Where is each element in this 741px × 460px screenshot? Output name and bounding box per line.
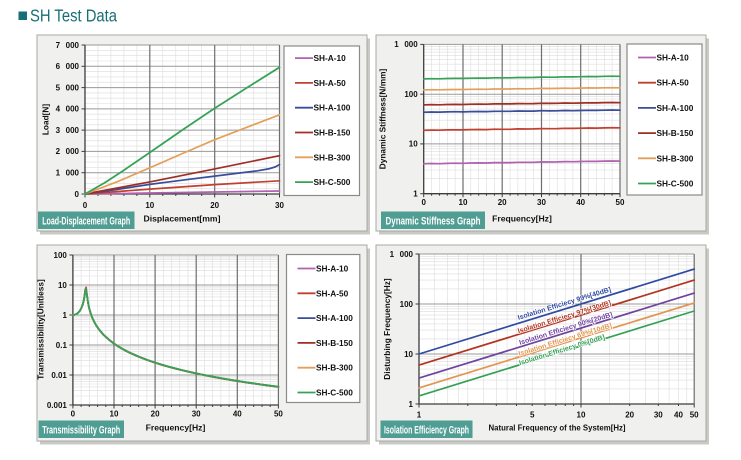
svg-text:Disturbing Frequency[Hz]: Disturbing Frequency[Hz] — [382, 278, 392, 380]
svg-text:0: 0 — [421, 198, 426, 207]
svg-text:30: 30 — [654, 410, 663, 419]
svg-text:Load[N]: Load[N] — [40, 104, 50, 136]
svg-text:5 000: 5 000 — [56, 83, 80, 92]
svg-text:SH-A-10: SH-A-10 — [314, 53, 347, 63]
svg-text:SH-B-150: SH-B-150 — [316, 338, 353, 348]
svg-text:Natural Frequency of the Syste: Natural Frequency of the System[Hz] — [489, 423, 626, 433]
svg-text:0: 0 — [75, 190, 80, 199]
svg-text:3 000: 3 000 — [56, 126, 80, 135]
svg-text:0.1: 0.1 — [56, 341, 68, 350]
svg-text:10: 10 — [58, 281, 67, 290]
svg-text:0.001: 0.001 — [47, 401, 68, 410]
svg-text:1: 1 — [417, 410, 422, 419]
svg-text:7 000: 7 000 — [56, 41, 80, 50]
svg-text:4 000: 4 000 — [56, 105, 80, 114]
svg-text:1: 1 — [62, 311, 67, 320]
svg-text:SH-A-100: SH-A-100 — [314, 103, 351, 113]
svg-text:50: 50 — [274, 410, 283, 419]
svg-text:10: 10 — [110, 410, 119, 419]
svg-text:1: 1 — [409, 400, 414, 409]
svg-text:0: 0 — [71, 410, 76, 419]
svg-text:30: 30 — [192, 410, 201, 419]
svg-text:1 000: 1 000 — [390, 250, 414, 259]
svg-text:Frequency[Hz]: Frequency[Hz] — [146, 423, 206, 433]
svg-text:20: 20 — [151, 410, 160, 419]
svg-text:100: 100 — [54, 251, 68, 260]
svg-text:Isolation Efficiency Graph: Isolation Efficiency Graph — [384, 424, 469, 436]
svg-text:5: 5 — [530, 410, 535, 419]
svg-text:100: 100 — [400, 300, 414, 309]
svg-text:SH-B-150: SH-B-150 — [314, 128, 351, 138]
svg-text:1 000: 1 000 — [56, 169, 80, 178]
svg-text:SH-A-100: SH-A-100 — [657, 103, 694, 113]
svg-text:SH-B-150: SH-B-150 — [657, 128, 694, 138]
svg-text:SH-B-300: SH-B-300 — [316, 363, 353, 373]
svg-text:6 000: 6 000 — [56, 62, 80, 71]
svg-text:SH-A-50: SH-A-50 — [316, 288, 349, 298]
svg-text:10: 10 — [145, 201, 154, 210]
svg-text:10: 10 — [404, 350, 413, 359]
svg-text:30: 30 — [275, 201, 284, 210]
svg-text:SH-B-300: SH-B-300 — [657, 153, 694, 163]
svg-text:10: 10 — [409, 140, 418, 149]
svg-text:Dynamic Stiffness Graph: Dynamic Stiffness Graph — [386, 215, 481, 227]
svg-text:20: 20 — [210, 201, 219, 210]
svg-text:SH-A-10: SH-A-10 — [316, 264, 349, 274]
svg-text:SH-C-500: SH-C-500 — [314, 177, 351, 187]
svg-text:50: 50 — [616, 198, 625, 207]
svg-text:SH Test Data: SH Test Data — [30, 5, 117, 25]
svg-text:SH-C-500: SH-C-500 — [316, 388, 353, 398]
svg-text:1 000: 1 000 — [394, 40, 418, 49]
svg-text:SH-A-10: SH-A-10 — [657, 53, 690, 63]
svg-text:30: 30 — [537, 198, 546, 207]
svg-text:100: 100 — [404, 90, 418, 99]
svg-text:Displacement[mm]: Displacement[mm] — [144, 214, 221, 224]
svg-text:10: 10 — [459, 198, 468, 207]
svg-text:SH-B-300: SH-B-300 — [314, 152, 351, 162]
svg-text:Frequency[Hz]: Frequency[Hz] — [492, 214, 552, 224]
svg-text:0: 0 — [83, 201, 88, 210]
svg-text:Dynamic Stiffness[N/mm]: Dynamic Stiffness[N/mm] — [378, 69, 388, 170]
svg-text:SH-A-50: SH-A-50 — [657, 78, 690, 88]
svg-text:Transmissibility Graph: Transmissibility Graph — [42, 424, 120, 436]
svg-text:0.01: 0.01 — [51, 371, 67, 380]
svg-text:40: 40 — [576, 198, 585, 207]
svg-text:40: 40 — [674, 410, 683, 419]
svg-text:10: 10 — [577, 410, 586, 419]
svg-text:40: 40 — [233, 410, 242, 419]
svg-text:20: 20 — [625, 410, 634, 419]
svg-text:SH-A-50: SH-A-50 — [314, 78, 347, 88]
svg-text:20: 20 — [498, 198, 507, 207]
svg-text:SH-C-500: SH-C-500 — [657, 179, 694, 189]
svg-text:Load-Displacement Graph: Load-Displacement Graph — [42, 215, 130, 227]
svg-text:50: 50 — [690, 410, 699, 419]
svg-text:2 000: 2 000 — [56, 147, 80, 156]
svg-text:SH-A-100: SH-A-100 — [316, 313, 353, 323]
svg-text:1: 1 — [413, 190, 418, 199]
svg-text:Transmissibility[Unitless]: Transmissibility[Unitless] — [36, 279, 46, 380]
